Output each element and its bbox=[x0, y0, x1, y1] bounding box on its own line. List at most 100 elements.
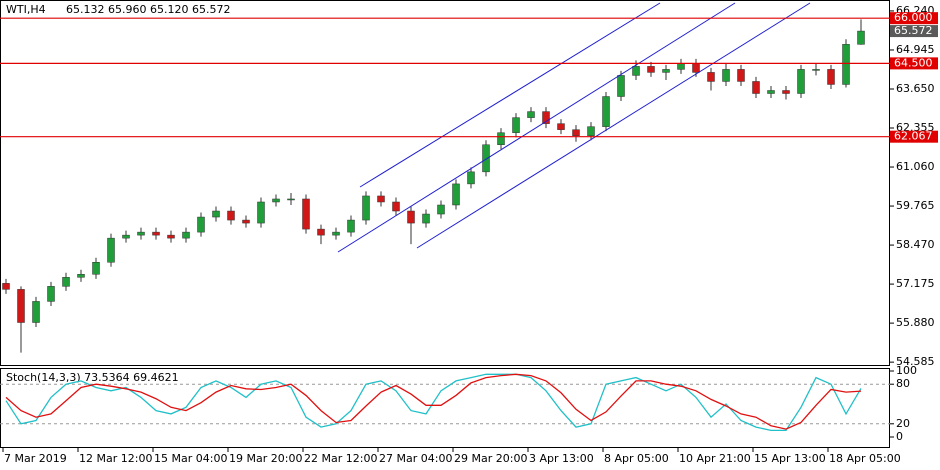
candle-body bbox=[617, 75, 625, 97]
candle-body bbox=[647, 66, 655, 73]
candle-body bbox=[17, 289, 25, 323]
candle-body bbox=[512, 117, 520, 133]
candle-body bbox=[77, 274, 85, 278]
x-tick-label: 18 Apr 05:00 bbox=[829, 452, 901, 465]
symbol: WTI,H4 bbox=[6, 3, 46, 16]
candle-body bbox=[392, 201, 400, 212]
stoch-tick-label: 80 bbox=[896, 377, 910, 390]
stoch-title: Stoch(14,3,3) 73.5364 69.4621 bbox=[6, 371, 179, 384]
channel-lower bbox=[416, 2, 811, 249]
candle-body bbox=[782, 90, 790, 94]
candle-body bbox=[842, 44, 850, 85]
candle-body bbox=[197, 216, 205, 233]
candle-body bbox=[527, 111, 535, 118]
channel-middle bbox=[337, 2, 736, 253]
candle-body bbox=[2, 283, 10, 290]
candle-body bbox=[47, 286, 55, 302]
candle-body bbox=[722, 69, 730, 82]
x-tick-label: 7 Mar 2019 bbox=[4, 452, 67, 465]
x-tick-label: 19 Mar 20:00 bbox=[229, 452, 302, 465]
candle-body bbox=[692, 63, 700, 73]
last-price-tag bbox=[890, 25, 938, 38]
y-tick-label: 55.880 bbox=[896, 316, 935, 329]
y-tick-label: 58.470 bbox=[896, 238, 935, 251]
candle-body bbox=[587, 126, 595, 136]
candle-body bbox=[602, 96, 610, 127]
candle-body bbox=[707, 72, 715, 82]
candle-body bbox=[662, 69, 670, 73]
x-tick-label: 3 Apr 13:00 bbox=[529, 452, 594, 465]
channel-lines bbox=[337, 2, 811, 253]
level-label: 62.067 bbox=[894, 130, 933, 143]
x-tick-label: 15 Mar 04:00 bbox=[154, 452, 227, 465]
candle-body bbox=[167, 234, 175, 239]
candle-body bbox=[437, 204, 445, 215]
candle-body bbox=[257, 201, 265, 224]
stoch-tick-label: 0 bbox=[896, 430, 903, 443]
x-tick-label: 8 Apr 05:00 bbox=[604, 452, 669, 465]
candle-body bbox=[107, 237, 115, 263]
candle-body bbox=[347, 219, 355, 233]
candle-body bbox=[32, 301, 40, 323]
x-tick-label: 29 Mar 20:00 bbox=[454, 452, 527, 465]
level-label: 64.500 bbox=[894, 56, 933, 69]
candle-body bbox=[632, 66, 640, 76]
stoch-tick-label: 20 bbox=[896, 417, 910, 430]
candle-body bbox=[572, 129, 580, 136]
candle-body bbox=[242, 219, 250, 224]
x-tick-label: 27 Mar 04:00 bbox=[379, 452, 452, 465]
candle-body bbox=[122, 234, 130, 239]
candle-body bbox=[227, 210, 235, 221]
level-label: 66.000 bbox=[894, 11, 933, 24]
y-tick-label: 64.945 bbox=[896, 43, 935, 56]
candle-body bbox=[542, 111, 550, 124]
candle-body bbox=[767, 90, 775, 94]
candle-body bbox=[62, 277, 70, 287]
level-tag bbox=[890, 12, 938, 25]
stoch-tick-label: 100 bbox=[896, 364, 917, 377]
candle-body bbox=[302, 198, 310, 230]
candle-body bbox=[677, 63, 685, 70]
candle-body bbox=[362, 195, 370, 221]
last-price-label: 65.572 bbox=[894, 24, 933, 37]
quote: 65.132 65.960 65.120 65.572 bbox=[66, 3, 230, 16]
candle-body bbox=[557, 123, 565, 130]
stoch-frame bbox=[0, 368, 890, 448]
candle-body bbox=[287, 198, 295, 201]
candle-body bbox=[422, 213, 430, 224]
candle-body bbox=[467, 171, 475, 185]
candle-body bbox=[737, 69, 745, 82]
candle-body bbox=[827, 69, 835, 85]
candle-body bbox=[182, 231, 190, 239]
candle-body bbox=[797, 69, 805, 94]
candle-body bbox=[752, 81, 760, 94]
price-frame bbox=[0, 0, 890, 366]
level-tag bbox=[890, 57, 938, 70]
x-tick-label: 22 Mar 12:00 bbox=[304, 452, 377, 465]
x-tick-label: 15 Apr 13:00 bbox=[754, 452, 826, 465]
y-tick-label: 57.175 bbox=[896, 277, 935, 290]
y-tick-label: 61.060 bbox=[896, 160, 935, 173]
candle-body bbox=[272, 198, 280, 203]
candle-body bbox=[137, 231, 145, 236]
y-tick-label: 63.650 bbox=[896, 82, 935, 95]
candle-body bbox=[212, 210, 220, 218]
stoch-line bbox=[5, 373, 862, 430]
level-tag bbox=[890, 130, 938, 143]
candle-body bbox=[497, 132, 505, 145]
candle-body bbox=[407, 210, 415, 224]
channel-upper bbox=[359, 2, 661, 188]
candle-body bbox=[92, 261, 100, 275]
price-panel bbox=[2, 19, 865, 353]
candle-body bbox=[317, 228, 325, 236]
stoch-line bbox=[5, 373, 862, 432]
candle-body bbox=[332, 231, 340, 236]
candle-body bbox=[812, 69, 820, 71]
candle-body bbox=[857, 30, 865, 45]
candle-body bbox=[377, 195, 385, 203]
y-tick-label: 54.585 bbox=[896, 355, 935, 368]
x-tick-label: 12 Mar 12:00 bbox=[79, 452, 152, 465]
candle-body bbox=[452, 183, 460, 206]
y-tick-label: 59.765 bbox=[896, 199, 935, 212]
